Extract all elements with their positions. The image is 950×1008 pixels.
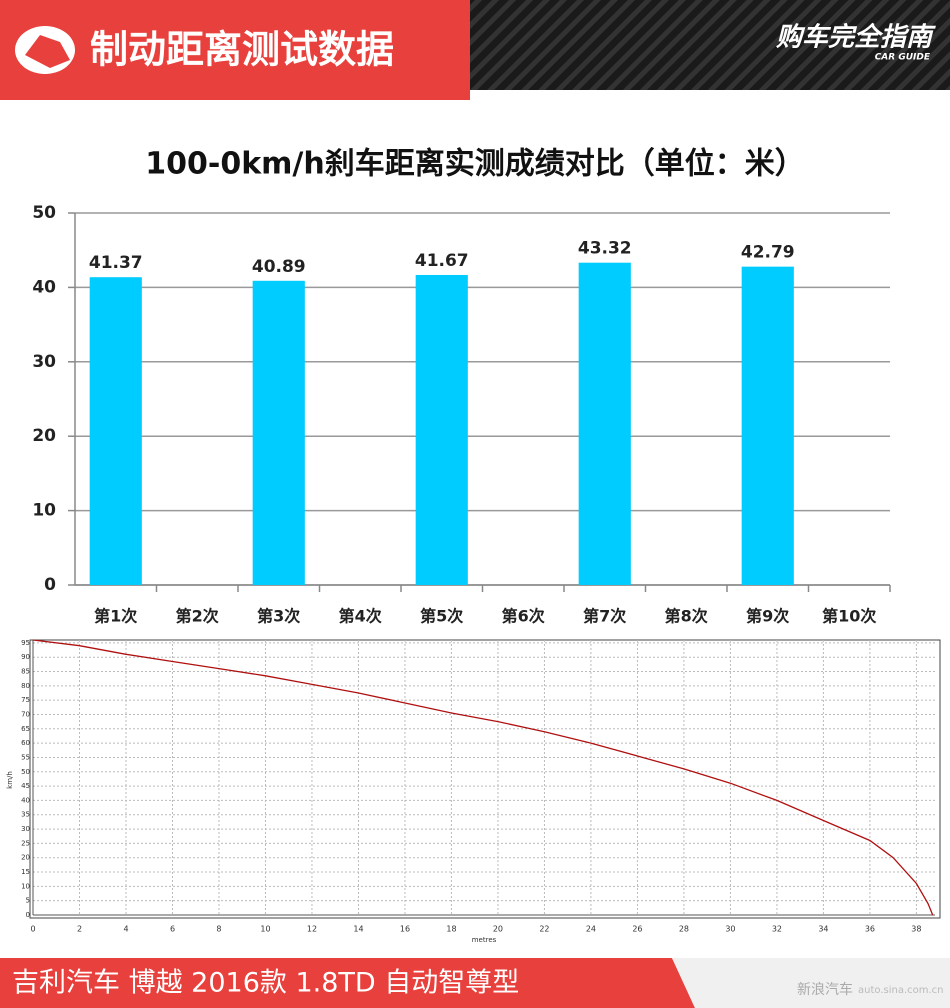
y-tick-label: 5	[26, 897, 30, 905]
x-tick-label: 22	[539, 925, 549, 934]
y-tick-label: 0	[44, 575, 56, 595]
value-label: 40.89	[252, 257, 306, 277]
y-tick-label: 50	[32, 203, 56, 223]
header-title: 制动距离测试数据	[90, 28, 394, 72]
y-tick-label: 60	[21, 739, 30, 747]
x-tick-label: 第7次	[583, 607, 626, 626]
value-label: 42.79	[741, 243, 795, 263]
x-tick-label: 第1次	[94, 607, 137, 626]
y-tick-label: 0	[26, 911, 30, 919]
x-tick-label: 28	[679, 925, 689, 934]
x-tick-label: 第4次	[339, 607, 382, 626]
x-axis-label: metres	[472, 936, 497, 944]
y-tick-label: 40	[32, 277, 56, 297]
y-tick-label: 80	[21, 682, 30, 690]
footer-right	[672, 958, 950, 1008]
x-tick-label: 32	[772, 925, 782, 934]
x-tick-label: 第5次	[420, 607, 463, 626]
x-tick-label: 0	[30, 925, 35, 934]
y-tick-label: 20	[21, 854, 30, 862]
x-tick-label: 6	[170, 925, 175, 934]
value-label: 41.37	[89, 253, 143, 273]
y-tick-label: 50	[21, 768, 30, 776]
x-tick-label: 第10次	[822, 607, 876, 626]
x-tick-label: 38	[911, 925, 921, 934]
x-tick-label: 4	[123, 925, 128, 934]
x-tick-label: 10	[260, 925, 270, 934]
x-tick-label: 30	[725, 925, 735, 934]
speed-line	[32, 639, 934, 916]
x-tick-label: 第6次	[502, 607, 545, 626]
y-tick-label: 30	[32, 352, 56, 372]
value-label: 43.32	[578, 239, 632, 259]
x-tick-label: 8	[216, 925, 221, 934]
footer-model: 吉利汽车 博越 2016款 1.8TD 自动智尊型	[12, 968, 519, 999]
y-tick-label: 45	[21, 782, 30, 790]
x-tick-label: 2	[77, 925, 82, 934]
y-tick-label: 10	[21, 882, 30, 890]
x-tick-label: 16	[400, 925, 410, 934]
x-tick-label: 36	[865, 925, 875, 934]
bar	[741, 266, 794, 585]
value-label: 41.67	[415, 251, 469, 271]
footer-source: 新浪汽车	[797, 981, 853, 998]
x-tick-label: 14	[353, 925, 363, 934]
y-tick-label: 90	[21, 653, 30, 661]
y-tick-label: 75	[21, 696, 30, 704]
x-tick-label: 第2次	[176, 607, 219, 626]
y-tick-label: 25	[21, 839, 30, 847]
line-chart-frame	[29, 639, 941, 919]
x-tick-label: 34	[818, 925, 828, 934]
x-tick-label: 18	[446, 925, 456, 934]
bar	[578, 262, 631, 585]
bar	[252, 280, 305, 585]
y-tick-label: 35	[21, 811, 30, 819]
y-tick-label: 70	[21, 710, 30, 718]
x-tick-label: 24	[586, 925, 596, 934]
brand-sub: CAR GUIDE	[875, 53, 931, 63]
x-tick-label: 第8次	[665, 607, 708, 626]
y-tick-label: 15	[21, 868, 30, 876]
chart-title: 100-0km/h刹车距离实测成绩对比（单位：米）	[145, 147, 804, 182]
y-tick-label: 30	[21, 825, 30, 833]
y-tick-label: 20	[32, 426, 56, 446]
x-tick-label: 20	[493, 925, 503, 934]
bar	[89, 277, 142, 585]
footer-site: auto.sina.com.cn	[858, 985, 944, 996]
x-tick-label: 12	[307, 925, 317, 934]
y-axis-label: km/h	[6, 771, 14, 789]
x-tick-label: 第3次	[257, 607, 300, 626]
y-tick-label: 65	[21, 725, 30, 733]
y-tick-label: 55	[21, 753, 30, 761]
brand: 购车完全指南	[775, 23, 936, 53]
footer-band	[0, 958, 695, 1008]
bar	[415, 274, 468, 585]
y-tick-label: 10	[32, 501, 56, 521]
x-tick-label: 26	[632, 925, 642, 934]
header-red	[0, 0, 470, 100]
y-tick-label: 85	[21, 668, 30, 676]
y-tick-label: 95	[21, 639, 30, 647]
y-tick-label: 40	[21, 796, 30, 804]
x-tick-label: 第9次	[746, 607, 789, 626]
header-icon	[15, 26, 75, 74]
